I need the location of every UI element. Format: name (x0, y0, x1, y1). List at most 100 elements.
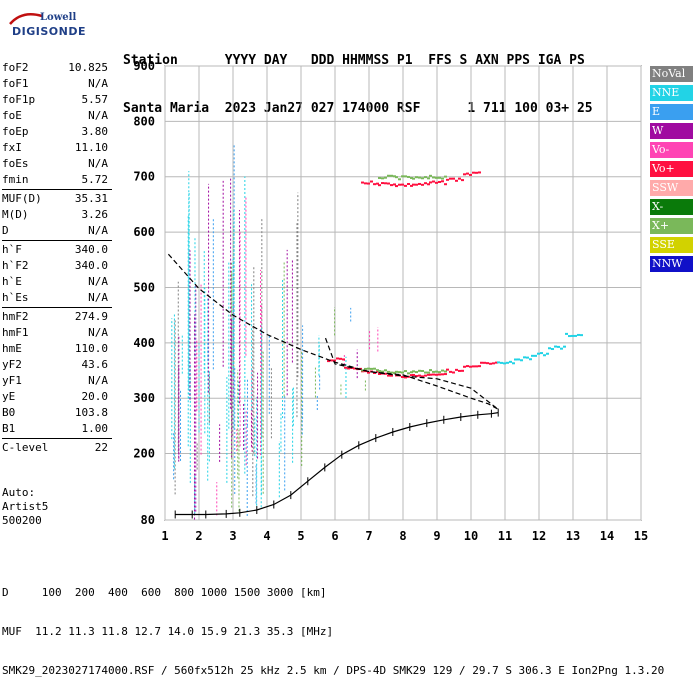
series-point (466, 172, 469, 175)
series-point (401, 183, 404, 186)
series-point (381, 370, 384, 373)
param-value: N/A (88, 77, 108, 90)
series-point (367, 371, 370, 374)
series-point (421, 375, 424, 378)
series-point (486, 362, 489, 365)
y-tick-label: 300 (133, 391, 155, 405)
logo-brand-top: Lowell (40, 12, 77, 23)
series-point (458, 177, 461, 180)
footer-file-line: SMK29_2023027174000.RSF / 560fx512h 25 k… (2, 664, 665, 677)
series-point (441, 369, 444, 372)
x-tick-label: 14 (600, 529, 614, 543)
series-point (438, 180, 441, 183)
param-row: hmF1 N/A (2, 325, 112, 341)
param-row: MUF(D) 35.31 (2, 191, 112, 207)
series-point (449, 370, 452, 373)
param-row: B0 103.8 (2, 405, 112, 421)
plot-traces (167, 253, 499, 519)
series-point (373, 367, 376, 370)
series-point (367, 367, 370, 370)
series-point (387, 174, 390, 177)
param-row: C-level 22 (2, 440, 112, 456)
footer-muf-line: MUF 11.2 11.3 11.8 12.7 14.0 15.9 21.3 3… (2, 625, 334, 638)
series-point (415, 183, 418, 186)
series-point (444, 370, 447, 373)
series-point (557, 345, 560, 348)
x-tick-label: 8 (399, 529, 406, 543)
y-tick-label: 900 (133, 59, 155, 73)
param-row: foF1p 5.57 (2, 92, 112, 108)
series-point (432, 373, 435, 376)
series-point (463, 365, 466, 368)
station-header: Station YYYY DAY DDD HHMMSS P1 FFS S AXN… (123, 21, 593, 133)
series-point (458, 369, 461, 372)
param-row: yE 20.0 (2, 389, 112, 405)
series-point (429, 181, 432, 184)
series-point (435, 181, 438, 184)
series-point (523, 356, 526, 359)
series-point (497, 361, 500, 364)
param-name: M(D) (2, 208, 29, 221)
param-row: D N/A (2, 223, 112, 239)
series-point (571, 334, 574, 337)
series-point (540, 352, 543, 355)
series-point (387, 182, 390, 185)
series-point (339, 357, 342, 360)
param-row: B1 1.00 (2, 421, 112, 437)
series-point (384, 369, 387, 372)
series-point (384, 372, 387, 375)
param-value: N/A (88, 157, 108, 170)
param-value: 1.00 (81, 422, 109, 435)
lowell-digisonde-logo: Lowell DIGISONDE (6, 8, 85, 40)
series-point (472, 171, 475, 174)
series-point (444, 373, 447, 376)
series-point (441, 373, 444, 376)
series-point (480, 361, 483, 364)
series-point (395, 176, 398, 179)
param-name: h`F (2, 243, 22, 256)
series-point (404, 376, 407, 379)
x-tick-label: 12 (532, 529, 546, 543)
param-row: h`Es N/A (2, 290, 112, 306)
series-point (370, 180, 373, 183)
x-tick-label: 1 (161, 529, 168, 543)
series-point (565, 332, 568, 335)
legend-item: NNW (650, 256, 693, 272)
param-value: N/A (88, 291, 108, 304)
series-point (367, 182, 370, 185)
series-point (390, 371, 393, 374)
x-tick-label: 15 (634, 529, 648, 543)
series-point (429, 174, 432, 177)
series-point (435, 176, 438, 179)
series-point (361, 181, 364, 184)
param-row: M(D) 3.26 (2, 207, 112, 223)
footer: D 100 200 400 600 800 1000 1500 3000 [km… (2, 560, 664, 690)
series-point (378, 184, 381, 187)
series-point (469, 365, 472, 368)
legend-item: E (650, 104, 693, 120)
series-point (461, 179, 464, 182)
series-point (546, 352, 549, 355)
series-point (529, 358, 532, 361)
x-tick-label: 6 (331, 529, 338, 543)
y-tick-label: 200 (133, 447, 155, 461)
param-row: fmin 5.72 (2, 172, 112, 188)
series-point (461, 369, 464, 372)
series-point (378, 372, 381, 375)
param-name: MUF(D) (2, 192, 42, 205)
series-point (378, 370, 381, 373)
series-point (373, 372, 376, 375)
param-value: 22 (94, 441, 108, 454)
param-row: yF1 N/A (2, 373, 112, 389)
series-point (506, 361, 509, 364)
y-tick-label: 800 (133, 114, 155, 128)
series-point (418, 369, 421, 372)
legend-item: X- (650, 199, 693, 215)
plot-grid (164, 65, 642, 521)
x-tick-label: 2 (195, 529, 202, 543)
series-point (336, 357, 339, 360)
series-point (410, 374, 413, 377)
x-tick-label: 3 (229, 529, 236, 543)
series-point (390, 184, 393, 187)
series-point (361, 369, 364, 372)
